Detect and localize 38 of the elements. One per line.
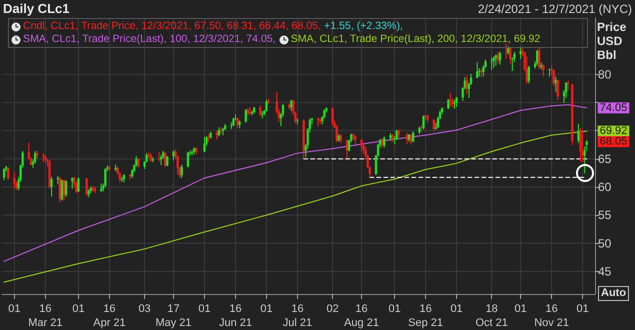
y-axis-title: Price USD Bbl bbox=[597, 20, 628, 62]
y-tick-label: 65 bbox=[598, 152, 612, 166]
x-tick-label: 16 Mar 21 bbox=[28, 303, 63, 329]
annotation: +1.55, (+2.33%), bbox=[324, 20, 403, 33]
x-tick-label: 16 Jul 21 bbox=[282, 303, 312, 329]
x-tick-label: 01 bbox=[514, 303, 527, 315]
text: SMA, CLc1, Trade Price(Last), 200, 12/3/2021, 69.92 bbox=[290, 33, 540, 46]
text: Auto bbox=[598, 286, 630, 301]
x-tick-label: 16 Apr 21 bbox=[93, 303, 126, 329]
y-tick-label: 45 bbox=[598, 264, 612, 278]
x-tick-label: 16 Nov 21 bbox=[534, 303, 570, 329]
x-tick-label: 01 bbox=[198, 303, 211, 315]
y-tick-label: 80 bbox=[598, 67, 612, 82]
x-tick-label: 16 Jun 21 bbox=[218, 303, 252, 329]
data-label: 69.92 bbox=[600, 125, 628, 138]
y-tick-label: 55 bbox=[598, 208, 612, 222]
x-tick-label: 02 bbox=[326, 303, 339, 315]
y-tick-label: 50 bbox=[598, 236, 612, 250]
data-label: 74.05 bbox=[600, 102, 628, 114]
line-series bbox=[4, 130, 588, 283]
line-series bbox=[4, 104, 588, 262]
annotation: 68.05 bbox=[600, 136, 628, 148]
x-tick-label: 01 bbox=[72, 303, 85, 315]
x-tick-label: 18 Oct 21 bbox=[475, 303, 508, 329]
text: SMA, CLc1, Trade Price(Last), 100, 12/3/2021, 74.05, bbox=[23, 33, 276, 46]
x-tick-label: 01 bbox=[576, 303, 589, 315]
x-tick-label: 01 bbox=[8, 303, 21, 315]
chart-subtitle: 2/24/2021 - 12/7/2021 (NYC) bbox=[478, 2, 632, 16]
x-tick-label: 17 May 21 bbox=[155, 303, 192, 329]
chart-title: Daily CLc1 bbox=[3, 1, 70, 16]
x-tick-label: 01 bbox=[450, 303, 463, 315]
y-tick-label: 60 bbox=[598, 180, 612, 194]
text: Cndl, CLc1, Trade Price, 12/3/2021, 67.50, 68.31, 66.44, 68.05, bbox=[23, 20, 322, 33]
x-tick-label: 16 Aug 21 bbox=[344, 303, 379, 329]
x-tick-label: 03 bbox=[138, 303, 151, 315]
x-tick-label: 01 bbox=[260, 303, 273, 315]
x-tick-label: 16 Sep 21 bbox=[408, 303, 444, 329]
x-tick-label: 01 bbox=[388, 303, 401, 315]
